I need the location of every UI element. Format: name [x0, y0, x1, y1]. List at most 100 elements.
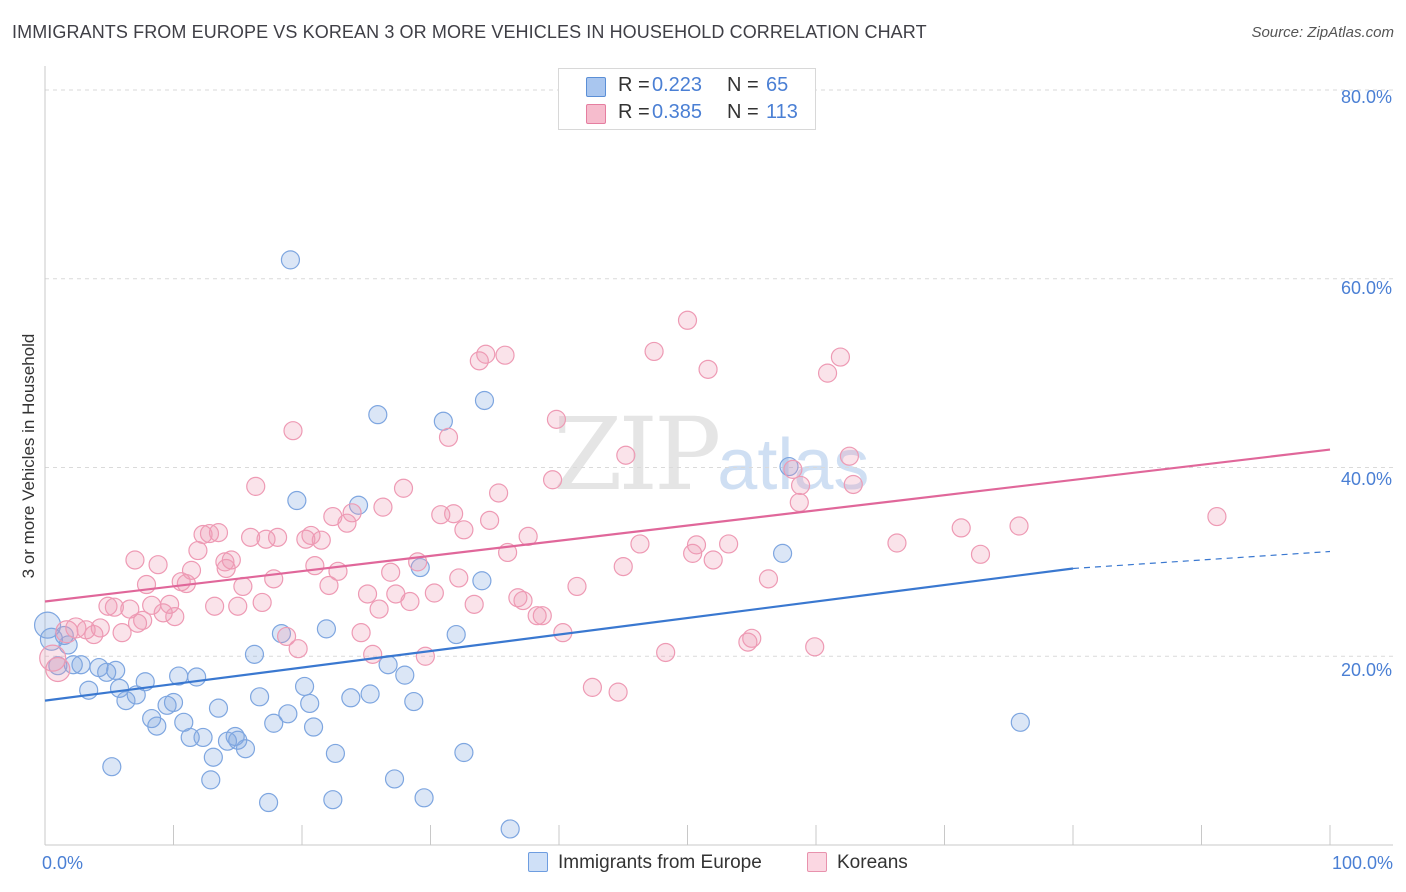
data-point-koreans — [805, 637, 825, 657]
data-point-immigrants-from-europe — [109, 678, 130, 698]
data-point-immigrants-from-europe — [325, 743, 346, 764]
data-point-koreans — [363, 644, 383, 664]
data-point-koreans — [476, 344, 496, 364]
data-point-koreans — [698, 359, 718, 379]
data-point-koreans — [252, 592, 272, 613]
data-point-immigrants-from-europe — [147, 716, 167, 736]
data-point-immigrants-from-europe — [300, 693, 320, 714]
data-point-koreans — [165, 607, 185, 627]
data-point-koreans — [45, 656, 71, 683]
data-point-koreans — [112, 623, 132, 643]
data-point-immigrants-from-europe — [235, 739, 256, 759]
data-point-immigrants-from-europe — [39, 627, 64, 651]
trend-line-immigrants-from-europe — [44, 567, 1074, 702]
data-point-koreans — [125, 550, 145, 570]
data-point-immigrants-from-europe — [33, 611, 62, 639]
legend-n-label: N = — [727, 74, 759, 96]
data-point-koreans — [393, 478, 414, 498]
data-point-koreans — [311, 530, 331, 550]
chart-title: IMMIGRANTS FROM EUROPE VS KOREAN 3 OR MO… — [12, 22, 927, 42]
y-axis-title: 3 or more Vehicles in Household — [19, 333, 38, 579]
data-point-immigrants-from-europe — [446, 624, 466, 645]
data-point-koreans — [246, 476, 266, 496]
data-point-koreans — [104, 597, 124, 617]
stats-legend: R = 0.223 N = 65 R = 0.385 N = 113 — [558, 68, 816, 130]
legend-row-koreans: R = 0.385 N = 113 — [559, 101, 815, 127]
legend-swatch — [586, 77, 606, 97]
series-immigrants-from-europe — [33, 250, 1030, 839]
data-point-koreans — [208, 523, 229, 543]
legend-r-label: R = — [618, 101, 650, 123]
data-point-koreans — [1207, 506, 1227, 527]
data-point-koreans — [630, 534, 650, 554]
data-point-immigrants-from-europe — [244, 644, 265, 664]
x-tick-label: 0.0% — [42, 853, 84, 873]
data-point-immigrants-from-europe — [201, 770, 221, 790]
data-point-koreans — [656, 642, 676, 663]
data-point-koreans — [127, 613, 148, 633]
data-point-immigrants-from-europe — [193, 727, 213, 748]
legend-n-value: 113 — [766, 101, 798, 123]
data-point-immigrants-from-europe — [414, 788, 434, 808]
data-point-immigrants-from-europe — [71, 655, 91, 675]
data-point-koreans — [424, 583, 444, 603]
data-point-koreans — [719, 534, 739, 554]
data-point-koreans — [449, 568, 469, 588]
data-point-immigrants-from-europe — [395, 665, 415, 685]
data-point-immigrants-from-europe — [106, 660, 126, 681]
data-point-koreans — [267, 527, 288, 547]
data-point-koreans — [319, 575, 339, 596]
data-point-koreans — [264, 569, 284, 589]
data-point-koreans — [527, 606, 547, 626]
data-point-immigrants-from-europe — [360, 684, 380, 704]
data-point-koreans — [369, 599, 389, 619]
data-point-koreans — [381, 562, 401, 582]
y-tick-label: 80.0% — [1340, 87, 1392, 107]
data-point-koreans — [508, 588, 528, 608]
data-point-immigrants-from-europe — [404, 691, 424, 712]
data-point-immigrants-from-europe — [280, 250, 301, 270]
data-point-immigrants-from-europe — [384, 769, 405, 789]
data-point-koreans — [843, 474, 863, 495]
watermark-zip: ZIP — [553, 396, 721, 513]
source-credit: Source: ZipAtlas.com — [1251, 24, 1394, 41]
y-tick-label: 20.0% — [1340, 660, 1392, 680]
data-point-koreans — [567, 576, 587, 597]
data-point-immigrants-from-europe — [116, 691, 136, 711]
data-point-koreans — [98, 596, 118, 616]
data-point-koreans — [790, 475, 811, 496]
data-point-immigrants-from-europe — [772, 543, 793, 563]
data-point-koreans — [444, 504, 464, 524]
data-point-koreans — [328, 561, 348, 581]
data-point-koreans — [970, 544, 991, 564]
data-point-immigrants-from-europe — [348, 495, 369, 515]
data-point-koreans — [357, 584, 378, 604]
legend-swatch — [807, 852, 827, 872]
y-tick-label: 40.0% — [1340, 469, 1392, 489]
data-point-koreans — [616, 445, 636, 465]
data-point-koreans — [373, 497, 393, 517]
data-point-immigrants-from-europe — [500, 819, 520, 839]
data-point-koreans — [241, 527, 261, 547]
data-point-immigrants-from-europe — [316, 619, 337, 639]
data-point-koreans — [686, 535, 707, 555]
data-point-immigrants-from-europe — [203, 747, 223, 767]
data-point-koreans — [758, 569, 779, 589]
data-point-immigrants-from-europe — [278, 704, 298, 724]
data-point-koreans — [215, 552, 235, 572]
x-tick-label: 100.0% — [1331, 853, 1393, 873]
data-point-koreans — [408, 552, 428, 572]
series-koreans — [39, 310, 1227, 702]
data-point-koreans — [887, 533, 907, 553]
data-point-koreans — [276, 626, 297, 647]
data-point-koreans — [233, 576, 253, 597]
legend-r-label: R = — [618, 74, 650, 96]
gridlines — [45, 89, 1393, 657]
data-point-immigrants-from-europe — [187, 667, 207, 687]
data-point-immigrants-from-europe — [303, 717, 324, 737]
data-point-koreans — [644, 341, 664, 362]
data-point-immigrants-from-europe — [1010, 712, 1030, 732]
data-point-koreans — [323, 506, 343, 527]
legend-row-immigrants: R = 0.223 N = 65 — [559, 74, 815, 100]
